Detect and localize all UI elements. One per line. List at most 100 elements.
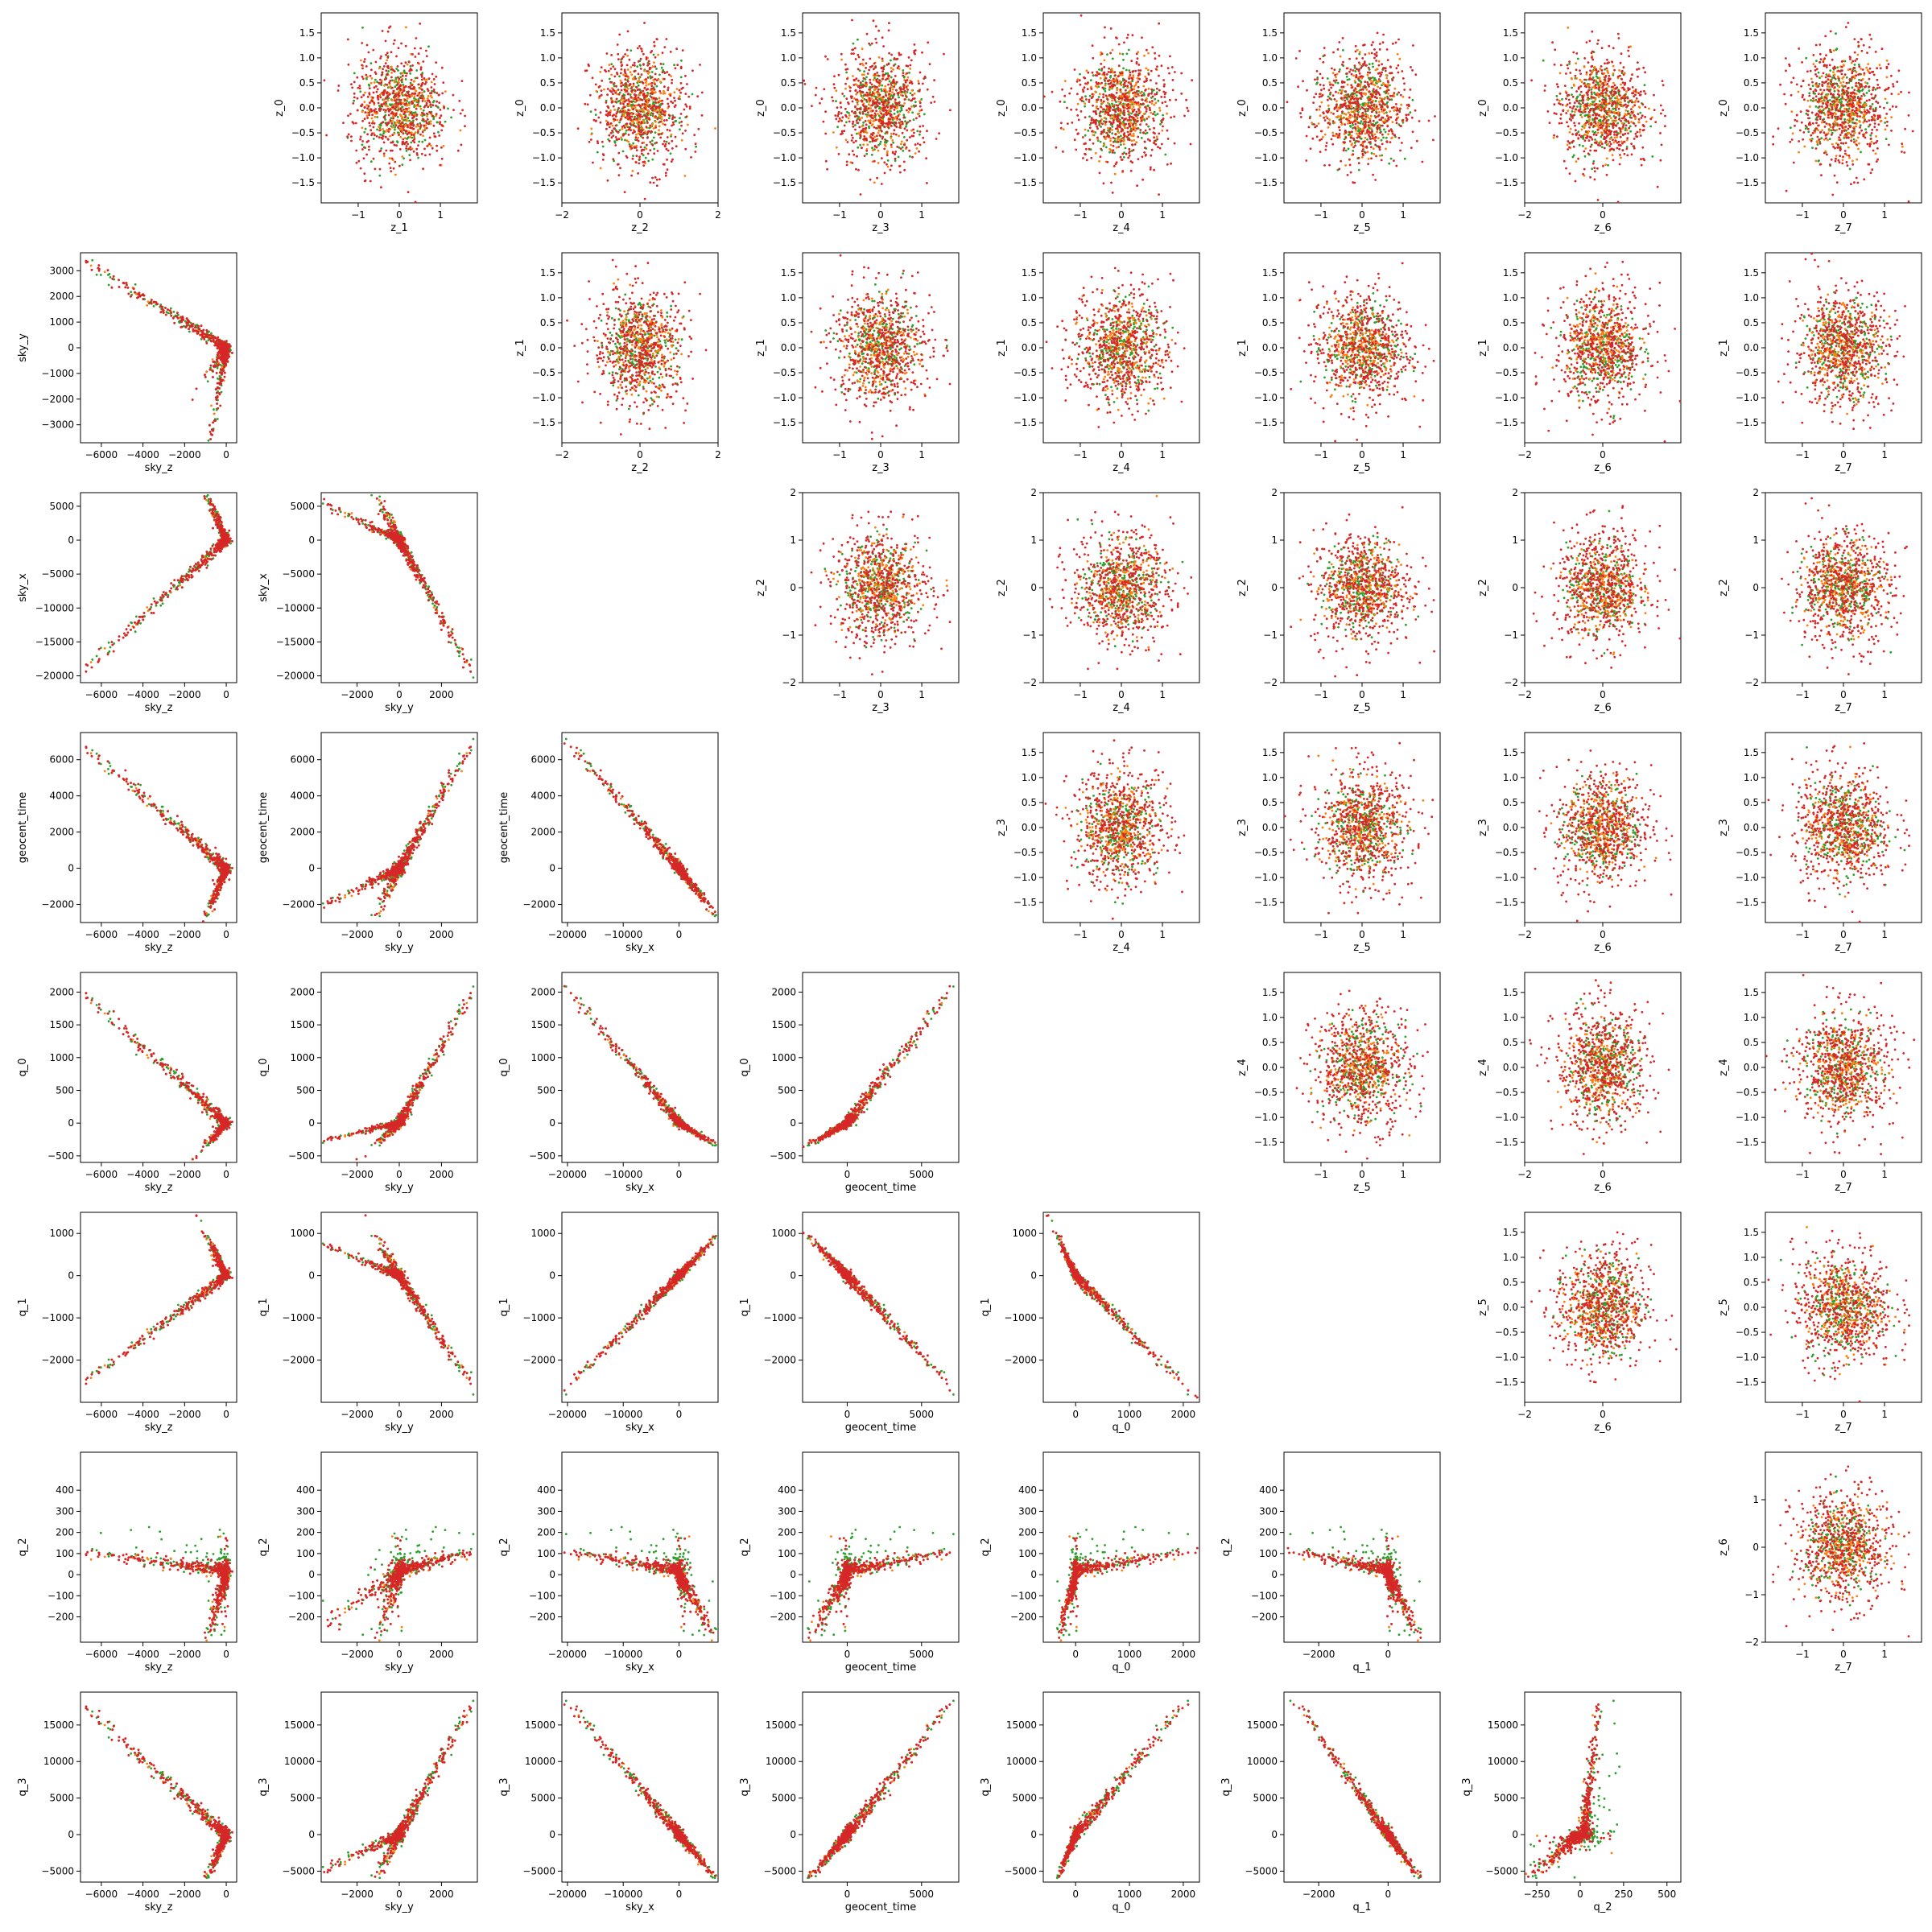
data-point — [223, 366, 225, 369]
data-point — [170, 315, 172, 317]
y-tick-label: 2000 — [49, 291, 74, 302]
data-point — [211, 434, 213, 436]
data-point — [109, 650, 111, 653]
data-point — [170, 312, 172, 314]
data-point — [142, 298, 144, 300]
data-point — [213, 345, 216, 347]
data-point — [96, 274, 98, 276]
data-point — [215, 341, 217, 343]
data-point — [223, 356, 225, 358]
data-point — [192, 398, 194, 401]
data-point — [96, 655, 98, 658]
data-point — [198, 570, 200, 572]
data-point — [170, 582, 172, 584]
data-point — [169, 309, 171, 312]
y-axis-label: sky_y — [17, 333, 29, 362]
y-tick-label: 1000 — [49, 316, 74, 328]
data-point — [217, 336, 219, 339]
data-point — [217, 367, 219, 369]
data-point — [206, 336, 208, 338]
data-point — [90, 661, 93, 663]
data-point — [212, 369, 214, 372]
x-tick-label: −6000 — [85, 689, 118, 700]
data-point — [169, 590, 171, 592]
data-point — [224, 359, 226, 361]
data-point — [217, 386, 219, 389]
data-point — [176, 312, 179, 314]
data-point — [208, 337, 211, 340]
data-point — [182, 318, 184, 320]
data-point — [108, 284, 110, 287]
data-point — [204, 376, 207, 378]
data-point — [97, 267, 100, 270]
data-point — [111, 278, 114, 280]
data-point — [211, 337, 213, 340]
data-point — [200, 324, 203, 327]
data-point — [163, 312, 165, 314]
data-point — [165, 314, 167, 316]
data-point — [210, 405, 213, 407]
data-point — [229, 343, 231, 345]
data-point — [98, 270, 101, 272]
data-point — [147, 609, 150, 612]
data-point — [127, 287, 130, 289]
data-point — [179, 584, 181, 587]
data-point — [205, 551, 208, 553]
data-point — [201, 335, 204, 337]
data-point — [180, 321, 183, 324]
y-tick-label: 0 — [68, 342, 74, 353]
data-point — [181, 326, 184, 328]
data-point — [126, 628, 128, 630]
data-point — [222, 368, 225, 370]
data-point — [90, 265, 93, 267]
data-point — [164, 307, 167, 309]
data-point — [207, 564, 209, 567]
data-point — [100, 274, 102, 276]
data-point — [217, 407, 219, 410]
data-point — [227, 354, 229, 357]
data-point — [219, 516, 221, 518]
data-point — [225, 354, 228, 357]
data-point — [130, 621, 132, 624]
data-point — [185, 322, 188, 324]
data-point — [134, 630, 137, 633]
data-point — [91, 259, 93, 262]
data-point — [210, 365, 213, 367]
data-point — [229, 350, 231, 353]
data-point — [173, 322, 175, 324]
subplot-sky_x-vs-sky_z: −6000 −4000 −2000 0−20000−15000−10000−50000… — [17, 493, 237, 714]
data-point — [189, 326, 192, 328]
data-point — [221, 379, 224, 382]
y-axis-label: sky_x — [17, 573, 29, 602]
data-point — [159, 605, 162, 607]
data-point — [189, 566, 192, 568]
data-point — [172, 317, 175, 320]
data-point — [98, 648, 101, 650]
data-point — [113, 275, 115, 278]
data-point — [218, 382, 221, 385]
y-tick-label: −15000 — [35, 636, 74, 647]
x-tick-label: −6000 — [85, 449, 118, 460]
data-point — [187, 319, 189, 321]
scatter-points — [85, 494, 233, 673]
data-point — [217, 396, 219, 398]
data-point — [147, 300, 150, 303]
data-point — [197, 331, 200, 333]
data-point — [224, 348, 226, 350]
data-point — [208, 424, 211, 427]
data-point — [214, 419, 217, 422]
data-point — [219, 375, 221, 378]
data-point — [207, 334, 209, 336]
data-point — [139, 622, 142, 625]
data-point — [167, 308, 169, 311]
data-point — [146, 606, 148, 609]
data-point — [203, 338, 205, 341]
data-point — [130, 295, 132, 298]
data-point — [208, 440, 210, 442]
data-point — [202, 332, 204, 334]
data-point — [216, 372, 218, 374]
data-point — [211, 558, 213, 560]
data-point — [138, 292, 141, 295]
data-point — [91, 269, 93, 271]
data-point — [118, 286, 121, 288]
